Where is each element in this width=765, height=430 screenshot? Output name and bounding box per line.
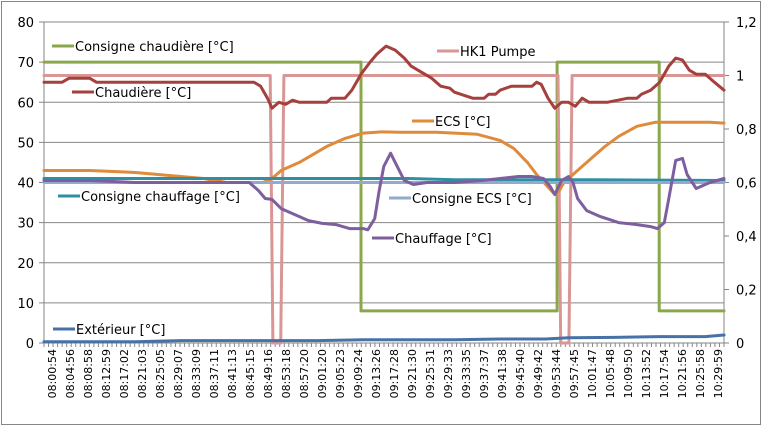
x-tick-label: 08:33:09 <box>190 349 203 398</box>
x-tick-label: 08:37:11 <box>208 349 221 398</box>
x-tick-label: 09:53:44 <box>550 349 563 398</box>
x-tick-label: 10:17:54 <box>658 349 671 398</box>
legend-item: Extérieur [°C] <box>53 323 165 338</box>
x-tick-label: 08:29:07 <box>172 349 185 398</box>
x-tick-label: 09:25:31 <box>424 349 437 398</box>
y-tick-label: 80 <box>17 16 34 31</box>
x-tick-label: 10:05:48 <box>604 349 617 398</box>
y-tick-label: 70 <box>17 56 34 71</box>
x-tick-label: 08:57:20 <box>298 349 311 398</box>
x-tick-label: 08:25:05 <box>154 349 167 398</box>
x-tick-label: 09:33:35 <box>460 349 473 398</box>
y-tick-label: 50 <box>17 136 34 151</box>
x-tick-label: 08:49:16 <box>262 349 275 398</box>
x-tick-label: 10:01:47 <box>586 349 599 398</box>
axes: 0 10 20 30 40 50 60 70 80 0 0,2 0,4 0,6 0,8 1 1,2 08:00:… <box>17 16 756 398</box>
y-tick-label: 0 <box>26 337 34 352</box>
x-tick-label: 10:25:58 <box>694 349 707 398</box>
x-tick-label: 09:01:20 <box>316 349 329 398</box>
x-tick-label: 09:05:23 <box>334 349 347 398</box>
x-tick-label: 10:09:50 <box>622 349 635 398</box>
x-tick-label: 08:12:59 <box>100 349 113 398</box>
x-tick-label: 09:13:26 <box>370 349 383 398</box>
y-tick-label: 20 <box>17 257 34 272</box>
y2-tick-label: 0,6 <box>736 177 757 192</box>
x-tick-label: 09:49:42 <box>532 349 545 398</box>
x-tick-label: 08:41:13 <box>226 349 239 398</box>
x-tick-label: 08:00:54 <box>46 349 59 398</box>
y-tick-label: 60 <box>17 96 34 111</box>
legend-label: HK1 Pumpe <box>460 45 535 60</box>
x-tick-label: 10:21:56 <box>676 349 689 398</box>
series-chaudi-re-c <box>42 44 726 110</box>
legend-label: Consigne chaudière [°C] <box>75 40 234 55</box>
y-tick-label: 40 <box>17 177 34 192</box>
legend-item: Consigne chaudière [°C] <box>52 40 234 55</box>
legend-item: Chauffage [°C] <box>372 232 492 247</box>
x-tick-label: 09:57:45 <box>568 349 581 398</box>
legend: Consigne chaudière [°C] Chaudière [°C] HK1… <box>52 40 535 338</box>
x-tick-label: 08:17:02 <box>118 349 131 398</box>
legend-label: Consigne ECS [°C] <box>412 192 532 207</box>
x-tick-label: 08:08:58 <box>82 349 95 398</box>
y2-tick-label: 1 <box>736 70 744 85</box>
x-tick-label: 09:45:40 <box>514 349 527 398</box>
legend-label: ECS [°C] <box>435 115 490 130</box>
x-tick-label: 09:09:24 <box>352 349 365 398</box>
legend-item: Consigne chauffage [°C] <box>58 190 240 205</box>
x-tick-label: 08:45:15 <box>244 349 257 398</box>
chart-frame <box>1 1 761 425</box>
x-tick-label: 09:21:30 <box>406 349 419 398</box>
x-tick-label: 10:29:59 <box>712 349 725 398</box>
legend-label: Consigne chauffage [°C] <box>81 190 240 205</box>
y-tick-label: 10 <box>17 297 34 312</box>
legend-label: Chauffage [°C] <box>395 232 492 247</box>
series-consigne-chauffage-c <box>42 177 726 182</box>
y2-tick-label: 0 <box>736 337 744 352</box>
x-tick-label: 09:29:33 <box>442 349 455 398</box>
legend-label: Chaudière [°C] <box>95 86 191 101</box>
y2-tick-label: 1,2 <box>736 16 757 31</box>
legend-item: Consigne ECS [°C] <box>389 192 532 207</box>
y2-tick-label: 0,2 <box>736 284 757 299</box>
y2-tick-label: 0,4 <box>736 230 757 245</box>
x-tick-label: 08:21:03 <box>136 349 149 398</box>
x-tick-label: 08:04:56 <box>64 349 77 398</box>
series-ext-rieur-c <box>42 333 726 344</box>
x-tick-label: 08:53:18 <box>280 349 293 398</box>
y-tick-label: 30 <box>17 217 34 232</box>
legend-label: Extérieur [°C] <box>76 323 165 338</box>
y2-tick-label: 0,8 <box>736 123 757 138</box>
legend-item: ECS [°C] <box>412 115 490 130</box>
series-hk1-pumpe <box>42 74 726 345</box>
series-lines <box>42 44 726 345</box>
x-tick-label: 09:41:38 <box>496 349 509 398</box>
x-tick-label: 10:13:52 <box>640 349 653 398</box>
series-chauffage-c <box>42 151 726 232</box>
legend-item: HK1 Pumpe <box>437 45 535 60</box>
gridlines <box>44 21 724 304</box>
legend-item: Chaudière [°C] <box>72 86 191 101</box>
x-tick-label: 09:17:28 <box>388 349 401 398</box>
x-tick-label: 09:37:37 <box>478 349 491 398</box>
